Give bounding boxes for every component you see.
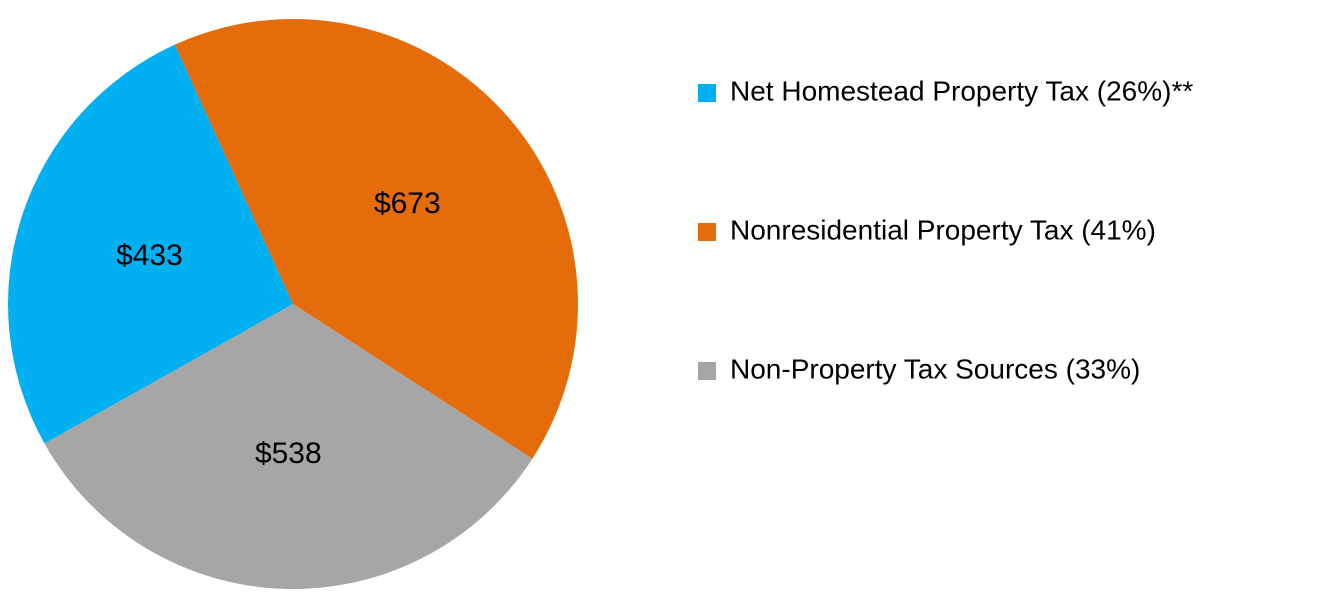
pie-slice: [44, 304, 533, 590]
data-label: $673: [374, 187, 441, 220]
data-label: $433: [116, 239, 183, 272]
legend-swatch: [698, 84, 716, 102]
pie-slice: [174, 18, 578, 459]
legend-label: Non-Property Tax Sources (33%): [730, 353, 1140, 384]
legend-label: Nonresidential Property Tax (41%): [730, 214, 1156, 245]
legend-swatch: [698, 223, 716, 241]
legend-swatch: [698, 362, 716, 380]
pie-slice: [7, 44, 294, 444]
data-label: $538: [255, 437, 322, 470]
legend-label: Net Homestead Property Tax (26%)**: [730, 75, 1193, 106]
